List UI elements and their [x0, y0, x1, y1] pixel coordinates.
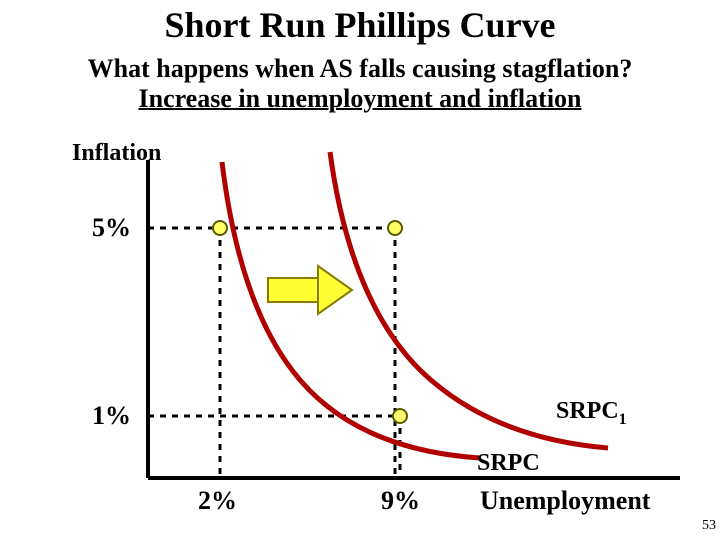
point-c [393, 409, 407, 423]
x-tick-9pct: 9% [381, 486, 420, 516]
srpc1-label: SRPC1 [556, 398, 627, 429]
y-tick-5pct: 5% [92, 213, 131, 243]
y-tick-1pct: 1% [92, 401, 131, 431]
x-axis-label: Unemployment [480, 486, 650, 516]
shift-arrow [268, 266, 352, 314]
point-b [388, 221, 402, 235]
srpc1-label-base: SRPC [556, 398, 619, 424]
page-number: 53 [702, 518, 716, 534]
srpc-label: SRPC [477, 450, 540, 477]
slide: Short Run Phillips Curve What happens wh… [0, 0, 720, 540]
phillips-curve-chart [0, 0, 720, 540]
srpc1-label-sub: 1 [619, 411, 627, 428]
srpc-curve [222, 162, 480, 458]
y-axis-label: Inflation [72, 140, 161, 167]
point-a [213, 221, 227, 235]
x-tick-2pct: 2% [198, 486, 237, 516]
